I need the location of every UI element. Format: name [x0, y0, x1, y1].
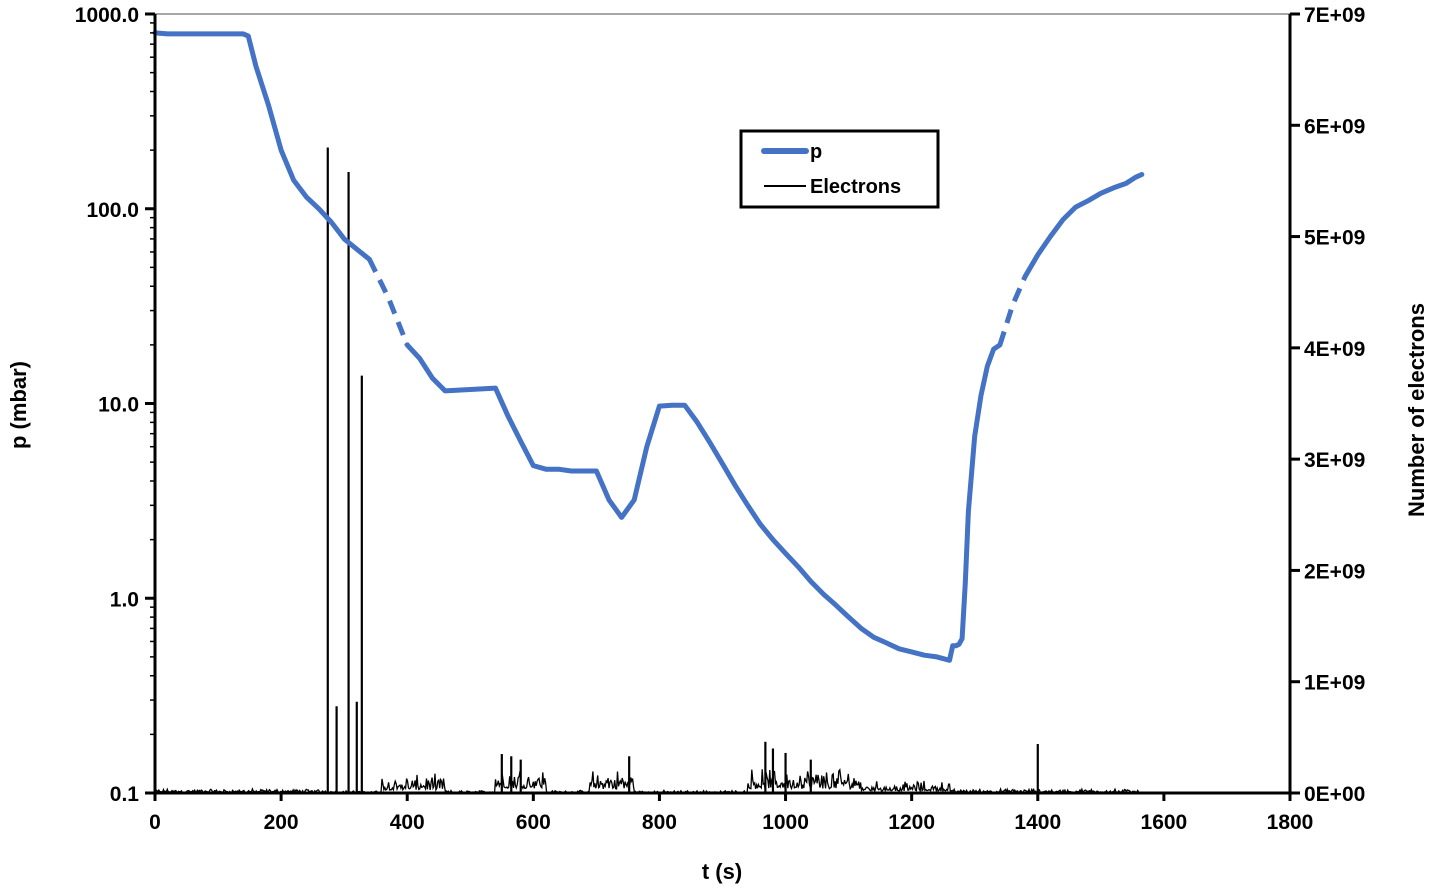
legend-label-p: p	[810, 141, 822, 163]
y-left-tick-label: 1000.0	[75, 4, 139, 27]
x-tick-label: 800	[642, 811, 677, 834]
y-left-tick-label: 10.0	[98, 394, 139, 417]
x-tick-label: 1800	[1267, 811, 1314, 834]
y-axis-left-title: p (mbar)	[6, 361, 31, 449]
y-right-tick-label: 2E+09	[1304, 560, 1365, 583]
electrons-noise-line	[154, 768, 1140, 794]
y-axis-right-title: Number of electrons	[1404, 303, 1429, 517]
y-right-tick-label: 7E+09	[1304, 4, 1365, 27]
y-right-tick-label: 4E+09	[1304, 338, 1365, 361]
x-tick-label: 1400	[1014, 811, 1061, 834]
x-tick-label: 0	[149, 811, 161, 834]
pressure-line-segment	[152, 30, 372, 262]
pressure-line-segment	[1022, 172, 1145, 279]
x-tick-label: 1200	[888, 811, 935, 834]
y-right-tick-label: 5E+09	[1304, 227, 1365, 250]
y-right-tick-label: 3E+09	[1304, 449, 1365, 472]
x-tick-label: 400	[390, 811, 425, 834]
y-right-tick-label: 1E+09	[1304, 672, 1365, 695]
pressure-series	[152, 30, 1145, 663]
y-right-tick-label: 6E+09	[1304, 115, 1365, 138]
tick-labels: 0 200 400 600 800 1000 1200 1400 1600 1800 0.1 1.0 1…	[75, 4, 1366, 834]
x-axis-title: t (s)	[702, 859, 742, 884]
legend-label-electrons: Electrons	[810, 176, 901, 198]
pressure-line-segment	[404, 342, 1003, 663]
legend: p Electrons	[739, 129, 940, 209]
x-tick-label: 1000	[762, 811, 809, 834]
x-tick-label: 600	[516, 811, 551, 834]
electrons-series	[154, 147, 1140, 794]
legend-box	[739, 129, 940, 209]
y-left-tick-label: 1.0	[110, 588, 139, 611]
y-left-tick-label: 100.0	[86, 199, 139, 222]
y-right-tick-label: 0E+00	[1304, 783, 1365, 806]
pressure-line-segment	[997, 275, 1028, 346]
x-tick-label: 200	[264, 811, 299, 834]
pressure-line-segment	[367, 258, 410, 346]
x-tick-label: 1600	[1141, 811, 1188, 834]
y-left-tick-label: 0.1	[110, 783, 140, 806]
axes	[145, 12, 1300, 801]
